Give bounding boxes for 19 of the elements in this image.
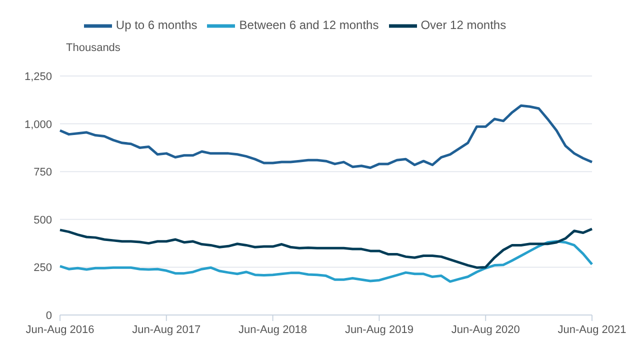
legend-label: Between 6 and 12 months [239, 18, 379, 32]
x-tick-label: Jun-Aug 2021 [558, 324, 626, 336]
y-tick-label: 500 [34, 214, 52, 226]
legend-label: Up to 6 months [116, 18, 198, 32]
x-tick-label: Jun-Aug 2018 [238, 324, 308, 336]
y-tick-label: 250 [34, 262, 52, 274]
x-tick-label: Jun-Aug 2020 [451, 324, 520, 336]
y-tick-label: 0 [46, 310, 52, 322]
line-series [58, 228, 594, 269]
x-tick-label: Jun-Aug 2017 [132, 324, 201, 336]
y-axis-title: Thousands [66, 42, 120, 54]
y-tick-label: 1,000 [24, 118, 52, 131]
y-tick-label: 1,250 [24, 71, 52, 83]
x-tick-label: Jun-Aug 2019 [344, 324, 414, 336]
y-tick-label: 750 [34, 166, 52, 179]
line-series [58, 240, 594, 283]
line-series [58, 104, 594, 170]
legend-label: Over 12 months [420, 18, 506, 32]
x-tick-label: Jun-Aug 2016 [26, 324, 94, 336]
